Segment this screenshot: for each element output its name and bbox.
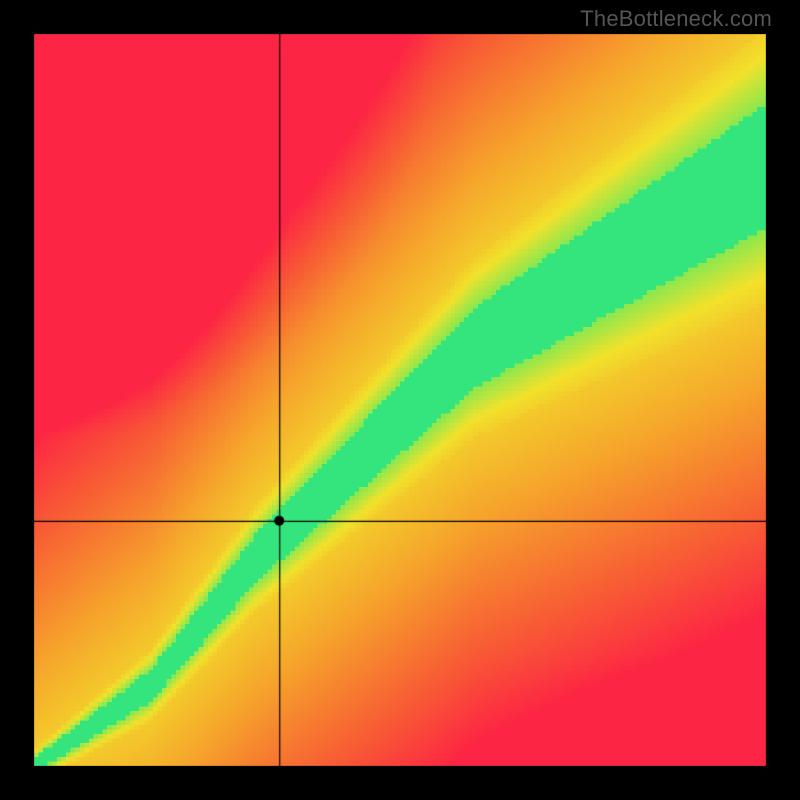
crosshair-overlay-canvas	[0, 0, 800, 800]
bottleneck-chart-stage: { "watermark": { "text": "TheBottleneck.…	[0, 0, 800, 800]
watermark-text: TheBottleneck.com	[580, 6, 772, 32]
